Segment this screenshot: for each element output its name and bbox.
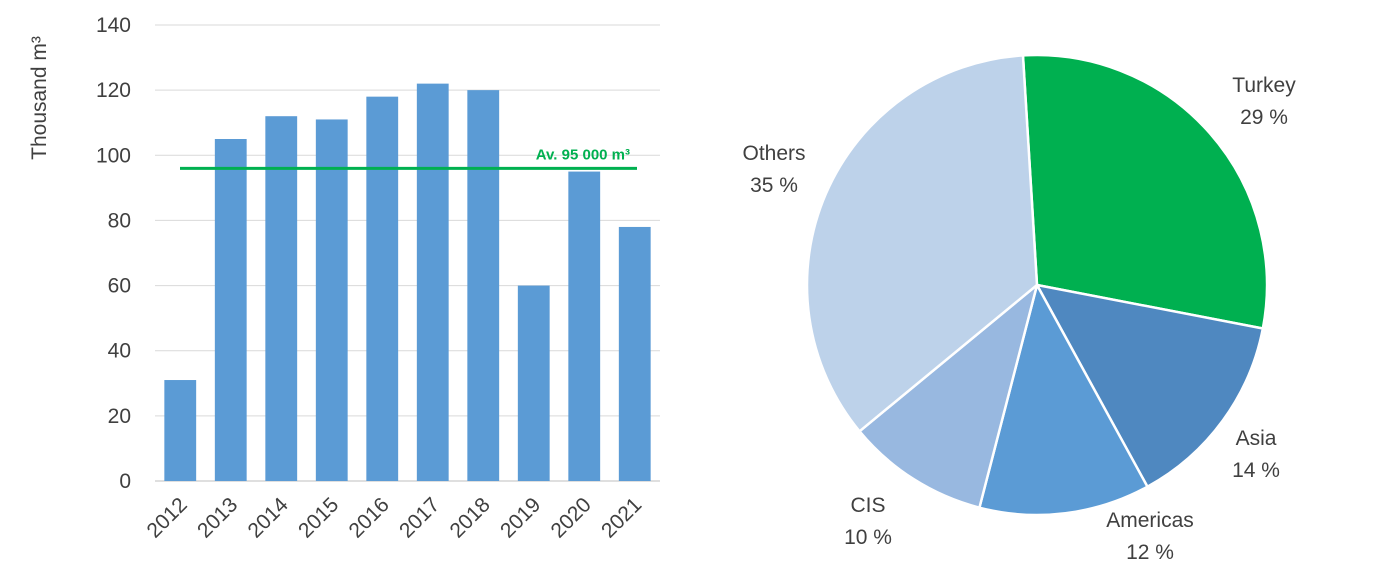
average-label: Av. 95 000 m³ — [536, 146, 630, 163]
pie-slice — [978, 283, 1149, 517]
bar — [517, 285, 550, 481]
pie-slice-label: Americas — [1106, 509, 1194, 532]
y-tick-label: 60 — [108, 275, 131, 298]
x-tick-label: 2017 — [395, 493, 444, 542]
y-tick-labels: 0 20 40 60 80 100 120 140 — [96, 14, 131, 493]
y-tick-label: 100 — [96, 144, 131, 167]
y-tick-label: 0 — [119, 470, 131, 493]
x-tick-label: 2018 — [445, 493, 494, 542]
pie-slice-value: 14 % — [1232, 459, 1280, 482]
x-tick-label: 2016 — [344, 493, 393, 542]
pie-slice-value: 29 % — [1240, 106, 1288, 129]
pie-slice-value: 12 % — [1126, 541, 1174, 564]
bar — [416, 83, 449, 481]
pie-slice — [805, 54, 1039, 433]
x-tick-label: 2013 — [193, 493, 242, 542]
x-tick-label: 2014 — [243, 493, 293, 543]
bar — [214, 139, 247, 481]
pie-slice-label: Turkey — [1232, 74, 1296, 97]
pie-slice-value: 35 % — [750, 174, 798, 197]
pie-slice — [858, 283, 1039, 509]
x-tick-label: 2012 — [142, 493, 191, 542]
pie-slice — [1035, 283, 1265, 488]
bar — [618, 226, 651, 481]
pie-slice-label: Others — [742, 142, 805, 165]
y-tick-label: 80 — [108, 209, 131, 232]
pie-labels: Turkey 29 % Asia 14 % Americas 12 % CIS 10 % Oth… — [742, 74, 1296, 564]
x-tick-label: 2021 — [597, 493, 646, 542]
pie-chart: Turkey 29 % Asia 14 % Americas 12 % CIS 10 % Oth… — [742, 53, 1296, 564]
y-tick-label: 20 — [108, 405, 131, 428]
x-tick-label: 2019 — [496, 493, 545, 542]
x-tick-label: 2020 — [546, 493, 595, 542]
y-tick-label: 120 — [96, 79, 131, 102]
y-tick-label: 40 — [108, 340, 131, 363]
bar — [265, 116, 298, 481]
y-tick-label: 140 — [96, 14, 131, 37]
y-axis-label: Thousand m³ — [28, 36, 51, 160]
bar — [366, 96, 399, 482]
x-tick-labels: 2012 2013 2014 2015 2016 2017 2018 2019 2020 2021 — [142, 493, 646, 543]
bar — [568, 171, 601, 482]
pie-slice-label: CIS — [850, 494, 885, 517]
pie-slices — [805, 53, 1269, 517]
pie-slice-label: Asia — [1236, 427, 1277, 450]
bar — [315, 119, 348, 481]
bar — [467, 90, 500, 482]
pie-slice — [1021, 53, 1269, 330]
pie-slice-value: 10 % — [844, 526, 892, 549]
bar — [164, 380, 197, 481]
x-tick-label: 2015 — [294, 493, 343, 542]
bars — [164, 83, 651, 482]
